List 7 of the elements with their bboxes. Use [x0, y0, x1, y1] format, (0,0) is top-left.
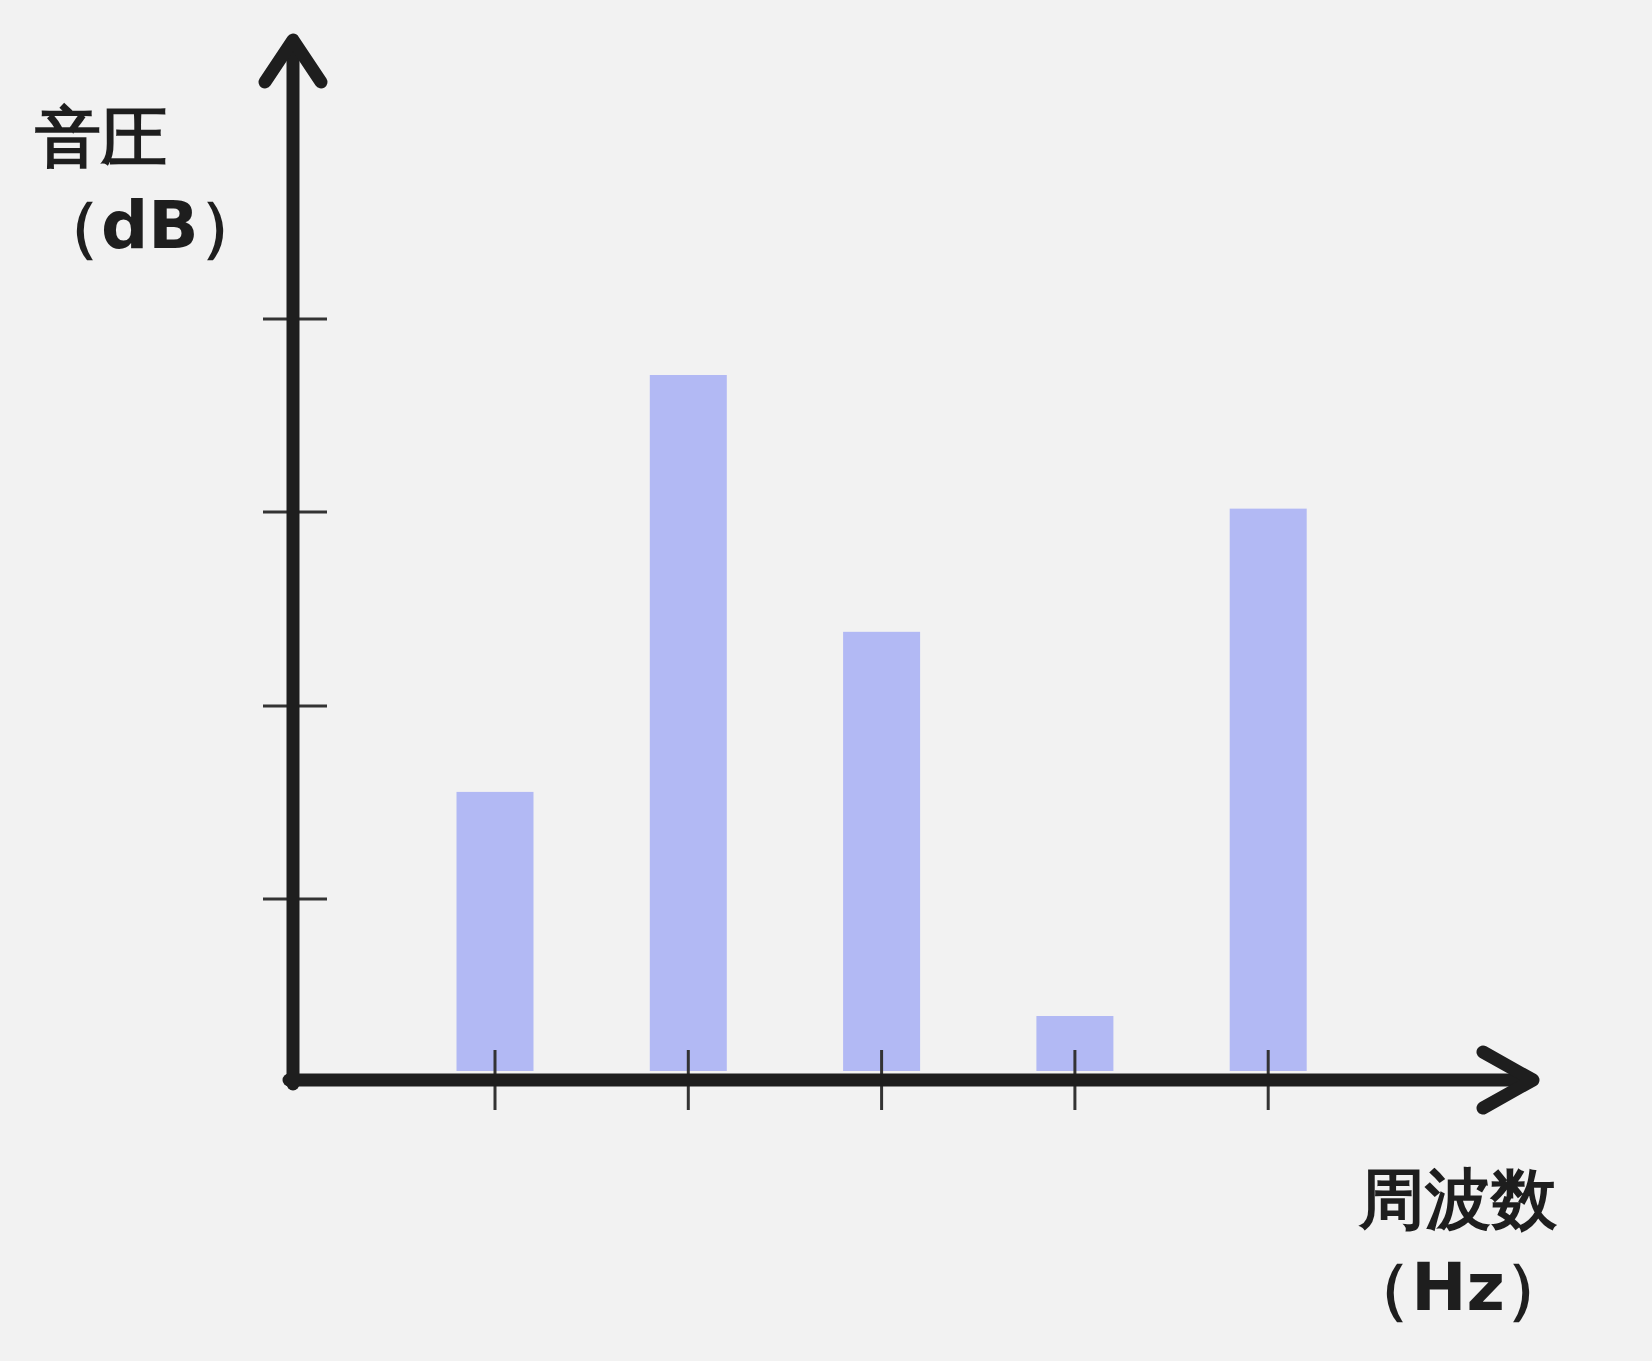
bar [649, 375, 727, 1071]
bar [843, 631, 921, 1071]
bar [456, 791, 534, 1071]
bar [1036, 1016, 1114, 1071]
bar [1229, 508, 1307, 1071]
x-axis-title: 周波数（Hz） [1345, 1161, 1571, 1326]
y-axis-title: 音圧（dB） [35, 99, 265, 264]
